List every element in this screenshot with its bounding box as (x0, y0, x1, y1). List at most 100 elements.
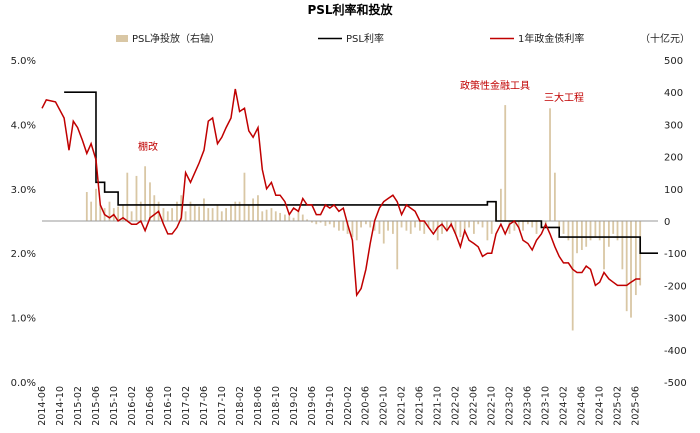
bar (207, 208, 210, 221)
bar (292, 217, 295, 221)
bar (535, 221, 538, 234)
bar (328, 221, 331, 225)
bar (171, 208, 174, 221)
bar (463, 221, 466, 231)
x-tick-label: 2025-02 (613, 386, 624, 426)
bar (288, 216, 291, 221)
bar (459, 221, 462, 238)
bar (351, 221, 354, 238)
bar (468, 221, 470, 228)
bar (139, 201, 142, 221)
bar (166, 211, 169, 221)
bar (193, 204, 196, 221)
bar (531, 221, 534, 228)
x-tick-label: 2017-06 (199, 386, 210, 426)
bar (333, 221, 335, 228)
bar (95, 188, 97, 221)
x-tick-label: 2019-06 (307, 386, 318, 426)
right-tick-label: 0 (664, 217, 670, 228)
x-tick-label: 2024-02 (559, 386, 570, 426)
bar (621, 221, 624, 270)
x-tick-label: 2021-02 (397, 386, 408, 426)
right-tick-label: 400 (664, 88, 683, 99)
bar (419, 221, 421, 231)
bar (477, 221, 480, 225)
bar (396, 221, 399, 270)
bar (247, 204, 250, 221)
bar (319, 221, 322, 223)
bar (400, 221, 403, 228)
legend-label-bond: 1年政金债利率 (518, 32, 584, 45)
bar (122, 204, 124, 221)
bar (360, 221, 362, 228)
bar (324, 221, 327, 226)
right-axis: -500 -400 -300 -200 -100 0 100 200 300 400 500 (664, 56, 687, 389)
bar (85, 192, 88, 221)
bar (297, 211, 300, 221)
bar (414, 221, 416, 228)
right-tick-label: -200 (664, 281, 687, 292)
right-tick-label: 100 (664, 185, 683, 196)
bar (252, 198, 254, 221)
bar (486, 221, 489, 241)
x-tick-label: 2020-06 (361, 386, 372, 426)
bar (261, 211, 264, 221)
x-tick-label: 2014-10 (55, 386, 66, 426)
bar (446, 221, 448, 231)
bar (378, 221, 381, 234)
right-tick-label: -100 (664, 249, 687, 260)
bar (454, 221, 457, 234)
bar (549, 108, 551, 221)
bar (373, 221, 376, 231)
x-tick-label: 2023-02 (505, 386, 516, 426)
bar (355, 221, 358, 241)
bar (135, 175, 138, 221)
bar (490, 221, 493, 234)
right-axis-unit: （十亿元） (640, 32, 690, 45)
left-tick-label: 2.0% (11, 249, 36, 260)
x-tick-label: 2021-10 (433, 386, 444, 426)
bar (481, 221, 484, 228)
x-tick-label: 2016-02 (127, 386, 138, 426)
bar (108, 201, 111, 221)
x-tick-label: 2024-10 (595, 386, 606, 426)
annotation-three-projects: 三大工程 (544, 91, 584, 104)
x-tick-label: 2015-10 (109, 386, 120, 426)
bar (257, 195, 259, 221)
bar (311, 221, 313, 223)
bar (436, 221, 439, 241)
bar (598, 221, 601, 241)
x-tick-label: 2023-06 (523, 386, 534, 426)
x-tick-label: 2018-02 (235, 386, 246, 426)
bar (216, 204, 219, 221)
bar (423, 221, 426, 234)
bar (346, 221, 349, 234)
x-tick-label: 2016-10 (163, 386, 174, 426)
bar (243, 172, 246, 221)
bar (513, 221, 516, 231)
bar (306, 219, 308, 221)
bar (603, 221, 605, 270)
bar (211, 208, 214, 221)
bar (553, 172, 556, 221)
bar (409, 221, 412, 234)
bar (270, 208, 273, 221)
x-tick-label: 2018-06 (253, 386, 264, 426)
bar (198, 206, 201, 221)
bar (387, 221, 389, 231)
bar (130, 211, 133, 221)
bar (99, 204, 102, 221)
x-axis: 2014-06 2014-10 2015-02 2015-06 2015-10 2016-… (37, 386, 642, 426)
bar (585, 221, 588, 247)
bar (225, 208, 227, 221)
left-tick-label: 3.0% (11, 185, 36, 196)
bar (184, 211, 187, 221)
bar (220, 211, 223, 221)
x-tick-label: 2015-06 (91, 386, 102, 426)
legend-swatch-bar (116, 35, 128, 42)
annotation-shantytown: 棚改 (138, 140, 158, 153)
bar (284, 214, 286, 221)
bar (301, 214, 304, 221)
bar (189, 201, 192, 221)
x-tick-label: 2016-06 (145, 386, 156, 426)
